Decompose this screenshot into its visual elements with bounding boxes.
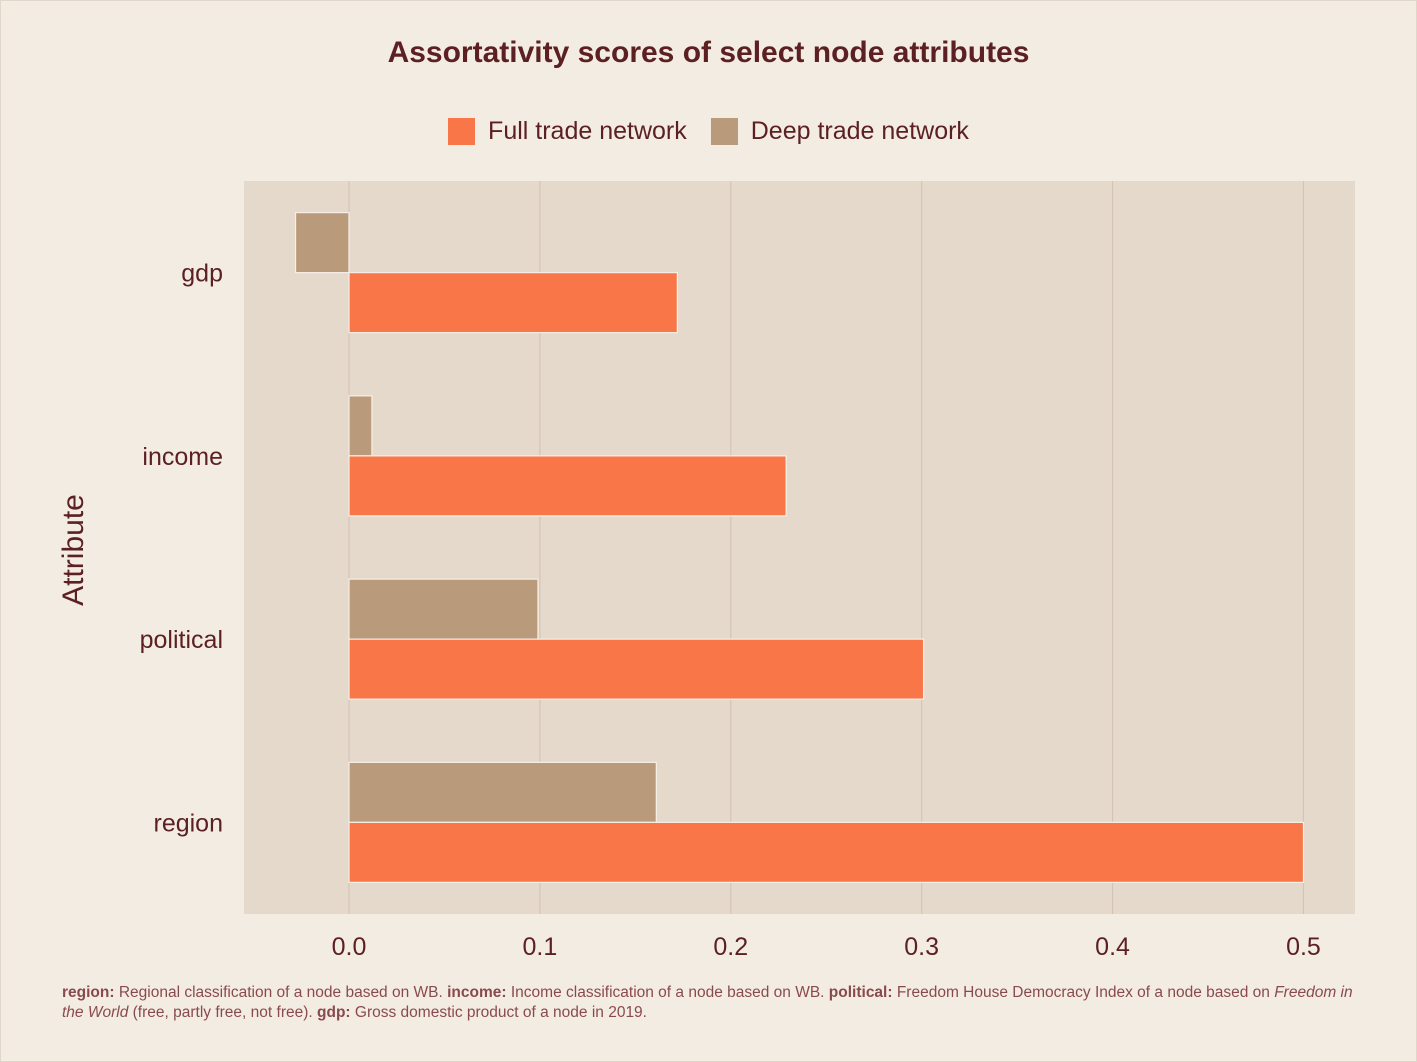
chart-title: Assortativity scores of select node attr… bbox=[387, 36, 1030, 69]
caption-term: gdp: bbox=[317, 1004, 351, 1021]
x-tick-label: 0.4 bbox=[1095, 933, 1130, 961]
x-tick-labels: 0.0 0.1 0.2 0.3 0.4 0.5 bbox=[332, 933, 1321, 961]
caption-text: (free, partly free, not free). bbox=[128, 1004, 318, 1021]
x-tick-label: 0.3 bbox=[904, 933, 939, 961]
legend: Full trade network Deep trade network bbox=[0, 117, 1417, 146]
legend-label-deep: Deep trade network bbox=[750, 117, 969, 145]
caption: region: Regional classification of a nod… bbox=[62, 983, 1372, 1023]
caption-term: region: bbox=[62, 984, 115, 1001]
x-tick-label: 0.2 bbox=[713, 933, 748, 961]
caption-text: Regional classification of a node based … bbox=[114, 984, 448, 1001]
y-tick-labels: gdp income political region bbox=[140, 260, 223, 838]
bar-deep-income bbox=[348, 395, 373, 457]
legend-swatch-full bbox=[448, 118, 476, 145]
bar-full-income bbox=[348, 455, 787, 517]
bar-deep-region bbox=[348, 761, 657, 823]
legend-item-deep: Deep trade network bbox=[710, 117, 969, 146]
bar-full-region bbox=[348, 821, 1305, 883]
x-tick-label: 0.1 bbox=[523, 933, 558, 961]
caption-text: Income classification of a node based on… bbox=[506, 984, 829, 1001]
caption-text: Freedom House Democracy Index of a node … bbox=[892, 984, 1275, 1001]
bars bbox=[294, 212, 1305, 883]
caption-italic: Freedom in the World bbox=[62, 984, 1353, 1021]
caption-term: political: bbox=[828, 984, 893, 1001]
legend-swatch-deep bbox=[710, 118, 738, 145]
x-tick-label: 0.0 bbox=[332, 933, 367, 961]
y-tick-label: gdp bbox=[181, 260, 223, 288]
y-tick-label: income bbox=[142, 443, 223, 471]
bar-deep-political bbox=[348, 578, 539, 640]
caption-term: income: bbox=[447, 984, 507, 1001]
caption-text: Gross domestic product of a node in 2019… bbox=[350, 1004, 647, 1021]
bar-deep-gdp bbox=[294, 212, 350, 274]
x-tick-label: 0.5 bbox=[1286, 933, 1321, 961]
legend-label-full: Full trade network bbox=[488, 117, 687, 145]
bar-full-gdp bbox=[348, 272, 678, 334]
y-tick-label: political bbox=[140, 626, 223, 654]
legend-item-full: Full trade network bbox=[448, 117, 687, 146]
bar-full-political bbox=[348, 638, 925, 700]
y-tick-label: region bbox=[154, 809, 224, 837]
